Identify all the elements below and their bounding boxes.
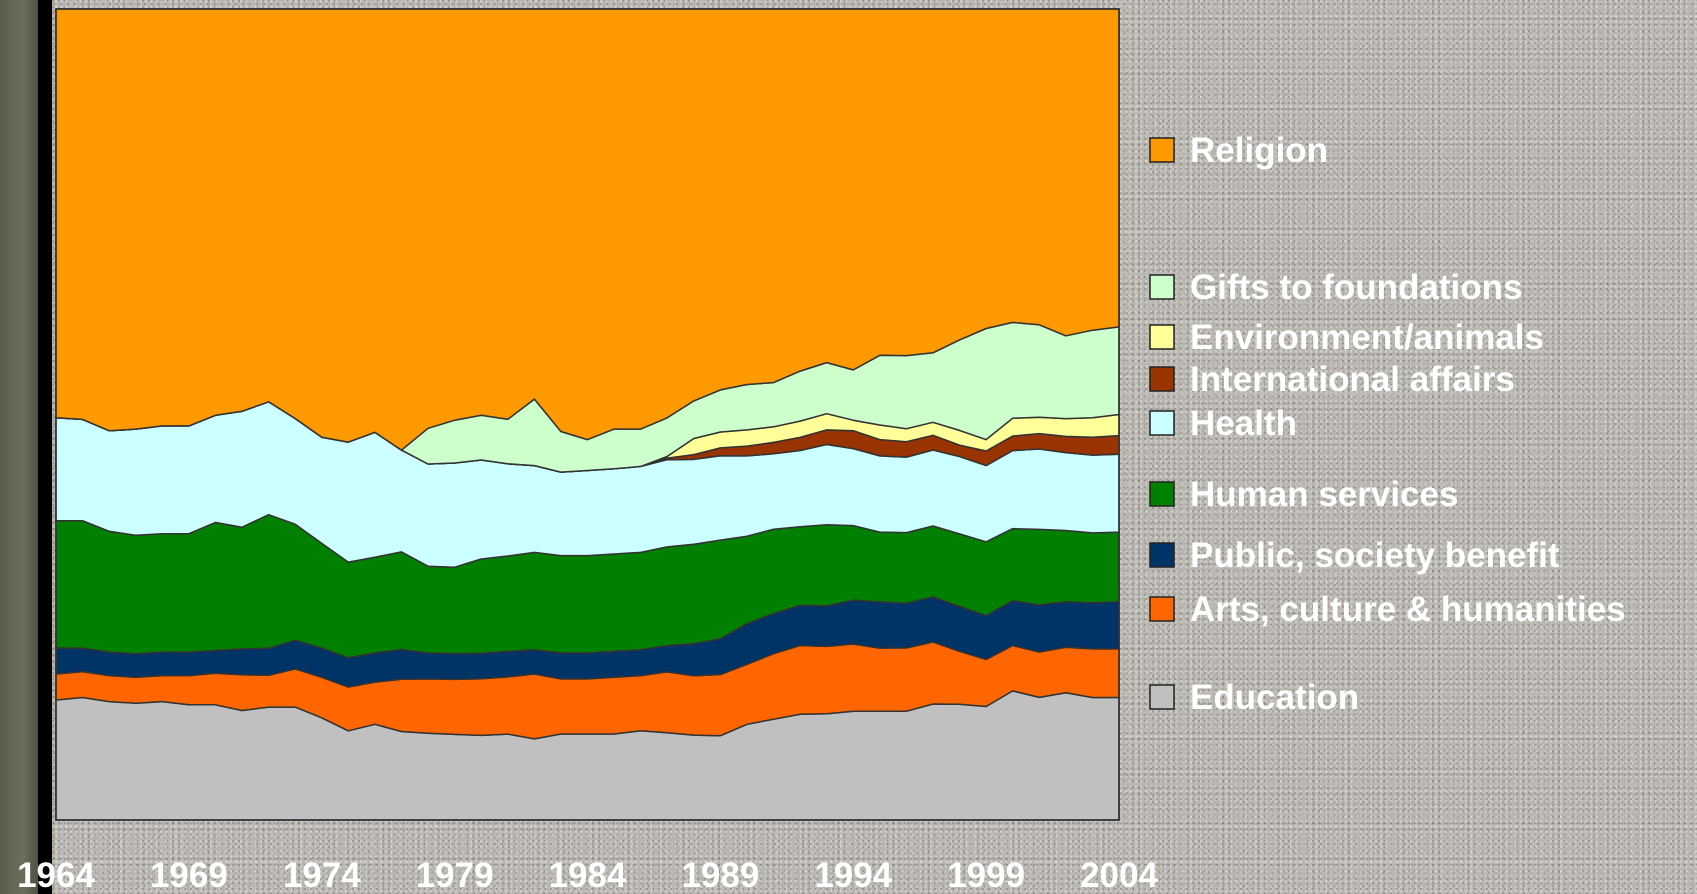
legend-label-education: Education bbox=[1190, 678, 1359, 717]
legend-swatch-health bbox=[1149, 410, 1175, 436]
x-tick-label-1964: 1964 bbox=[17, 856, 95, 894]
x-tick-label-1979: 1979 bbox=[416, 856, 494, 894]
decorative-side-bar-black bbox=[38, 0, 52, 894]
legend-label-gifts-to-foundations: Gifts to foundations bbox=[1190, 268, 1522, 307]
legend-label-health: Health bbox=[1190, 404, 1297, 443]
legend-label-public-society-benefit: Public, society benefit bbox=[1190, 536, 1560, 575]
legend-label-international-affairs: International affairs bbox=[1190, 360, 1515, 399]
x-tick-label-1984: 1984 bbox=[549, 856, 627, 894]
legend-label-arts-culture-humanities: Arts, culture & humanities bbox=[1190, 590, 1626, 629]
x-tick-label-1999: 1999 bbox=[947, 856, 1025, 894]
legend-swatch-human-services bbox=[1149, 481, 1175, 507]
x-tick-label-1974: 1974 bbox=[283, 856, 361, 894]
legend: Religion Gifts to foundations Environment/… bbox=[1149, 131, 1626, 717]
legend-swatch-education bbox=[1149, 684, 1175, 710]
x-tick-label-1994: 1994 bbox=[814, 856, 892, 894]
x-tick-label-1969: 1969 bbox=[150, 856, 228, 894]
legend-swatch-environment-animals bbox=[1149, 324, 1175, 350]
x-tick-label-1989: 1989 bbox=[681, 856, 759, 894]
legend-label-environment-animals: Environment/animals bbox=[1190, 318, 1544, 357]
legend-swatch-gifts-to-foundations bbox=[1149, 274, 1175, 300]
x-tick-label-2004: 2004 bbox=[1080, 856, 1158, 894]
decorative-side-bar bbox=[0, 0, 38, 894]
legend-label-religion: Religion bbox=[1190, 131, 1328, 170]
legend-swatch-arts-culture-humanities bbox=[1149, 596, 1175, 622]
plot-border bbox=[55, 8, 1120, 821]
area-series-group bbox=[55, 8, 1120, 821]
legend-swatch-public-society-benefit bbox=[1149, 542, 1175, 568]
x-axis-tick-labels: 1964 1969 1974 1979 1984 1989 1994 1999 2004 bbox=[17, 856, 1158, 894]
legend-swatch-religion bbox=[1149, 137, 1175, 163]
legend-label-human-services: Human services bbox=[1190, 475, 1458, 514]
legend-swatch-international-affairs bbox=[1149, 366, 1175, 392]
